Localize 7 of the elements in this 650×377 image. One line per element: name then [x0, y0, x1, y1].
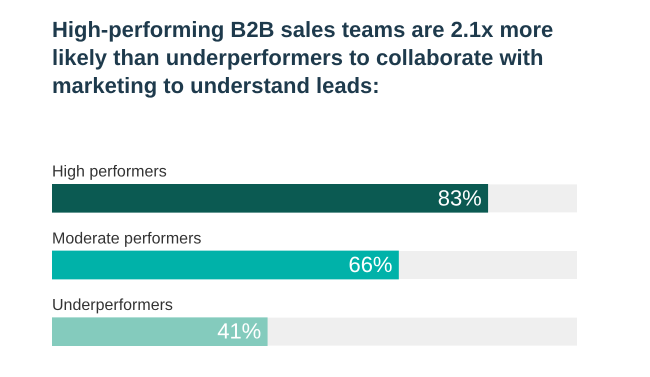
y-tick-label: Underperformers [52, 297, 173, 314]
y-tick-label: High performers [52, 164, 167, 181]
data-label: 66% [348, 252, 392, 278]
y-tick-label: Moderate performers [52, 230, 202, 248]
data-label: 83% [438, 185, 482, 210]
chart-title: High-performing B2B sales teams are 2.1x more likely than underperformers to collaborate with marketing to understand leads: [52, 16, 554, 100]
data-label: 41% [217, 318, 262, 344]
